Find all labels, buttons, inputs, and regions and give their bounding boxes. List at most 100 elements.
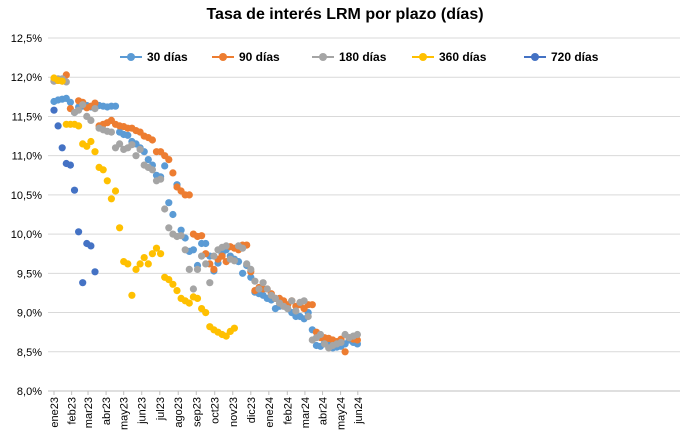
- y-tick-label: 8,0%: [17, 386, 42, 398]
- data-point: [239, 244, 247, 252]
- data-point: [83, 142, 91, 150]
- data-point: [165, 199, 173, 207]
- data-point: [247, 265, 255, 273]
- data-point: [173, 287, 181, 295]
- data-point: [222, 332, 230, 340]
- data-point: [198, 232, 206, 240]
- data-point: [148, 166, 156, 174]
- data-point: [292, 307, 300, 315]
- data-point: [75, 122, 83, 130]
- data-points: [50, 71, 361, 356]
- y-tick-label: 8,5%: [17, 347, 42, 359]
- x-tick-label: jun24: [353, 397, 365, 425]
- legend-item: 180 días: [312, 50, 387, 64]
- data-point: [353, 330, 361, 339]
- data-point: [75, 228, 83, 236]
- data-point: [308, 301, 316, 309]
- data-point: [271, 294, 279, 302]
- data-point: [185, 191, 193, 199]
- data-point: [124, 260, 132, 268]
- data-point: [144, 156, 152, 164]
- data-point: [148, 250, 156, 258]
- data-point: [181, 246, 189, 254]
- data-point: [177, 226, 185, 234]
- data-point: [157, 175, 165, 183]
- legend-label: 720 días: [551, 50, 599, 64]
- data-point: [79, 279, 87, 287]
- data-point: [210, 265, 218, 273]
- data-point: [87, 137, 95, 146]
- data-point: [87, 116, 95, 124]
- data-point: [91, 148, 99, 156]
- data-point: [202, 309, 210, 317]
- data-point: [99, 166, 107, 174]
- data-point: [202, 239, 210, 248]
- data-point: [161, 205, 169, 213]
- y-tick-label: 12,0%: [11, 72, 42, 84]
- gridlines: [48, 37, 680, 392]
- data-point: [337, 338, 345, 346]
- x-tick-label: mar24: [300, 397, 312, 428]
- data-point: [300, 297, 308, 305]
- data-point: [169, 280, 177, 288]
- data-point: [140, 254, 148, 262]
- data-point: [177, 232, 185, 240]
- data-point: [263, 285, 271, 293]
- data-point: [202, 260, 210, 268]
- x-tick-label: sep23: [191, 397, 203, 427]
- x-tick-label: jul23: [155, 397, 167, 421]
- x-tick-label: abr24: [318, 397, 330, 425]
- data-point: [193, 265, 202, 273]
- data-point: [136, 260, 144, 268]
- y-tick-label: 9,0%: [17, 308, 42, 320]
- x-tick-label: ene23: [49, 397, 61, 428]
- legend-swatch-marker: [419, 53, 427, 61]
- y-axis-ticks: 8,0% 8,5% 9,0% 9,5% 10,0% 10,5% 11,0% 11,5% 12,0…: [11, 33, 42, 398]
- x-tick-label: feb23: [67, 397, 79, 425]
- legend-item: 360 días: [412, 50, 487, 64]
- data-point: [111, 102, 120, 110]
- legend-label: 360 días: [439, 50, 487, 64]
- data-point: [103, 177, 111, 185]
- series-720-días: [50, 106, 99, 287]
- x-tick-label: jun23: [137, 397, 149, 425]
- legend: 30 días 90 días 180 días 360 días 720 días: [120, 50, 599, 64]
- data-point: [284, 305, 292, 313]
- data-point: [70, 186, 79, 194]
- data-point: [132, 152, 140, 160]
- data-point: [185, 299, 193, 307]
- data-point: [50, 106, 58, 114]
- data-point: [136, 145, 144, 153]
- y-tick-label: 9,5%: [17, 268, 42, 280]
- data-point: [316, 330, 325, 339]
- x-tick-label: may23: [119, 397, 131, 430]
- data-point: [193, 294, 202, 302]
- legend-item: 90 días: [212, 50, 280, 64]
- data-point: [288, 297, 296, 305]
- legend-label: 30 días: [147, 50, 188, 64]
- data-point: [218, 252, 226, 260]
- data-point: [259, 279, 267, 287]
- data-point: [152, 244, 161, 252]
- data-point: [304, 312, 312, 321]
- data-point: [239, 269, 247, 277]
- x-tick-label: may24: [336, 397, 348, 430]
- legend-swatch-marker: [127, 53, 135, 61]
- data-point: [116, 224, 124, 232]
- data-point: [157, 250, 165, 258]
- legend-swatch-marker: [319, 53, 327, 61]
- data-point: [148, 136, 156, 144]
- data-point: [128, 141, 136, 149]
- legend-label: 90 días: [239, 50, 280, 64]
- data-point: [210, 252, 218, 260]
- data-point: [185, 265, 193, 273]
- legend-item: 720 días: [524, 50, 599, 64]
- x-tick-label: mar23: [83, 397, 95, 428]
- data-point: [107, 195, 115, 203]
- data-point: [230, 257, 238, 265]
- data-point: [255, 285, 263, 293]
- y-tick-label: 11,5%: [12, 111, 43, 123]
- data-point: [165, 224, 173, 232]
- data-point: [198, 252, 206, 260]
